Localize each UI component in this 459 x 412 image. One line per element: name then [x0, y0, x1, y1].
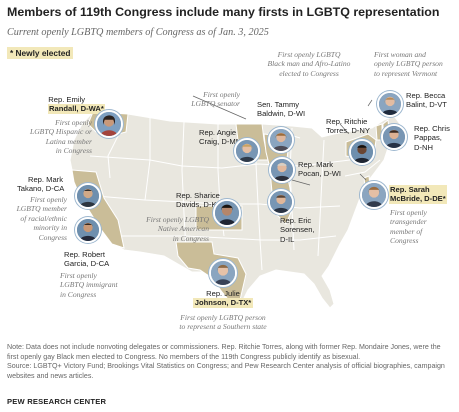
baldwin-name-line1: Sen. Tammy [257, 100, 300, 109]
craig-name-line1: Rep. Angie [199, 128, 237, 137]
mcbride-photo [360, 181, 388, 209]
johnson-name-line2: Johnson, D-TX* [193, 298, 253, 308]
pappas-name-line2: Pappas, [414, 133, 442, 143]
torres-photo [349, 139, 375, 165]
davids-photo [213, 199, 241, 227]
sorensen-name-line3: D-IL [280, 234, 295, 244]
pocan-photo [269, 157, 295, 183]
sorensen-photo [268, 189, 294, 215]
balint-photo [377, 91, 403, 117]
garcia-first-note: First openly LGBTQ immigrant in Congress [60, 271, 118, 299]
note-text: Note: Data does not include nonvoting de… [7, 343, 441, 361]
pappas-name-line1: Rep. Chris [414, 124, 450, 133]
member-sorensen: Rep. Eric Sorensen, D-IL [280, 216, 315, 244]
member-pappas: Rep. Chris Pappas, D-NH [414, 124, 450, 152]
baldwin-first-note: First openly LGBTQ senator [191, 90, 240, 109]
johnson-first-note: First openly LGBTQ person to represent a… [179, 313, 267, 332]
johnson-photo [209, 259, 237, 287]
randall-name-line2: Randall, D-WA* [48, 104, 105, 114]
member-mcbride: Rep. Sarah McBride, D-DE* [389, 185, 447, 204]
craig-name-line2: Craig, D-MN [199, 137, 242, 147]
member-johnson: Rep. Julie Johnson, D-TX* [193, 289, 253, 308]
takano-name-line2: Takano, D-CA [17, 184, 65, 194]
member-garcia: Rep. Robert Garcia, D-CA [64, 250, 109, 269]
mcbride-name-line2: McBride, D-DE* [389, 194, 447, 204]
craig-photo [234, 138, 260, 164]
garcia-name-line2: Garcia, D-CA [64, 259, 110, 269]
member-baldwin: Sen. Tammy Baldwin, D-WI [257, 100, 305, 119]
baldwin-photo [268, 127, 294, 153]
randall-first-note: First openly LGBTQ Hispanic or Latina me… [29, 118, 92, 156]
torres-first-note: First openly LGBTQ Black man and Afro-La… [267, 50, 351, 78]
torres-name-line1: Rep. Ritchie [326, 117, 368, 126]
davids-name-line1: Rep. Sharice [176, 191, 220, 200]
takano-photo [75, 183, 101, 209]
member-davids: Rep. Sharice Davids, D-KS [176, 191, 222, 210]
balint-name-line1: Rep. Becca [406, 91, 446, 100]
pocan-name-line1: Rep. Mark [298, 160, 334, 169]
notes-block: Note: Data does not include nonvoting de… [7, 343, 453, 382]
sorensen-name-line1: Rep. Eric [280, 216, 312, 225]
garcia-photo [75, 217, 101, 243]
randall-name-line1: Rep. Emily [48, 95, 85, 104]
johnson-name-line1: Rep. Julie [206, 289, 240, 298]
member-pocan: Rep. Mark Pocan, D-WI [298, 160, 341, 179]
source-text: Source: LGBTQ+ Victory Fund; Brookings V… [7, 362, 445, 380]
sorensen-name-line2: Sorensen, [280, 225, 315, 235]
randall-photo [95, 110, 123, 138]
member-balint: Rep. Becca Balint, D-VT [406, 91, 447, 110]
member-craig: Rep. Angie Craig, D-MN [199, 128, 241, 147]
member-takano: Rep. Mark Takano, D-CA [17, 175, 64, 194]
pappas-photo [381, 124, 407, 150]
davids-name-line2: Davids, D-KS [176, 200, 222, 210]
garcia-name-line1: Rep. Robert [64, 250, 105, 259]
member-randall: Rep. Emily Randall, D-WA* [48, 95, 105, 114]
balint-name-line2: Balint, D-VT [406, 100, 447, 110]
chart-subtitle: Current openly LGBTQ members of Congress… [7, 27, 269, 38]
newly-elected-legend: * Newly elected [7, 47, 74, 59]
takano-name-line1: Rep. Mark [27, 175, 63, 184]
baldwin-name-line2: Baldwin, D-WI [257, 109, 306, 119]
chart-title: Members of 119th Congress include many f… [7, 5, 440, 19]
takano-first-note: First openly LGBTQ member of racial/ethn… [16, 195, 67, 242]
pappas-name-line3: D-NH [414, 142, 433, 152]
balint-first-note: First woman and openly LGBTQ person to r… [374, 50, 443, 78]
pocan-name-line2: Pocan, D-WI [298, 169, 342, 179]
mcbride-name-line1: Rep. Sarah [389, 185, 447, 195]
pew-research-center-logo: PEW RESEARCH CENTER [7, 397, 107, 406]
mcbride-first-note: First openly transgender member of Congr… [390, 208, 427, 246]
torres-name-line2: Torres, D-NY [326, 126, 370, 136]
davids-first-note: First openly LGBTQ Native American in Co… [146, 215, 209, 243]
member-torres: Rep. Ritchie Torres, D-NY [326, 117, 370, 136]
